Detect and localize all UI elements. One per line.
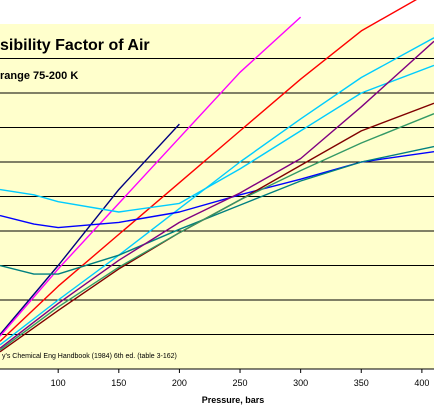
x-tick-label: 400: [414, 378, 429, 388]
series-line-10: [0, 113, 434, 351]
series-line-7: [0, 145, 434, 275]
series-line-1: [0, 123, 180, 335]
x-tick-label: 100: [51, 378, 66, 388]
x-axis-label: Pressure, bars: [202, 395, 265, 405]
gridlines: [0, 58, 434, 335]
source-note: y's Chemical Eng Handbook (1984) 6th ed.…: [2, 353, 177, 360]
x-axis: 100 150 200 250 300 350 400: [51, 369, 429, 388]
series-lines: [0, 0, 434, 353]
x-tick-label: 200: [172, 378, 187, 388]
x-tick-label: 350: [354, 378, 369, 388]
x-tick-label: 150: [111, 378, 126, 388]
x-tick-label: 250: [233, 378, 248, 388]
chart-title: sibility Factor of Air: [0, 37, 150, 54]
series-line-5: [0, 37, 434, 346]
series-line-8: [0, 40, 434, 349]
series-line-3: [0, 0, 417, 342]
series-line-4: [0, 64, 434, 213]
chart-subtitle: range 75-200 K: [0, 70, 78, 82]
series-line-2: [0, 16, 302, 337]
x-tick-label: 300: [293, 378, 308, 388]
